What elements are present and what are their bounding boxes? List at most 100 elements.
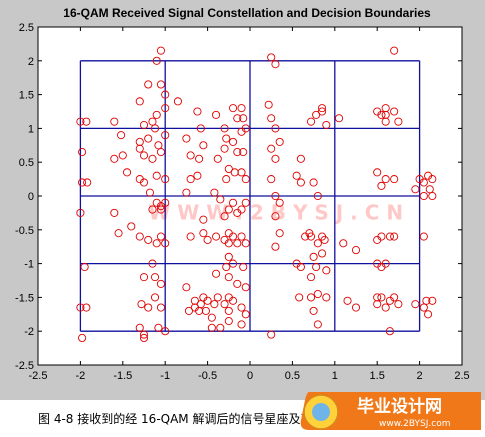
data-point [390,107,399,116]
data-point [313,289,322,299]
data-point [296,178,305,187]
data-point [150,124,160,133]
data-point [156,46,166,55]
data-point [307,117,316,126]
data-point [228,296,238,305]
data-point [296,154,305,163]
data-point [307,293,316,302]
data-point [271,154,280,163]
data-point [220,144,229,153]
y-tick-label: 0.5 [19,157,34,169]
data-point [207,313,216,322]
data-point [139,273,149,282]
data-point [135,144,144,153]
data-point [239,148,248,157]
data-point [267,144,276,153]
data-point [190,303,199,312]
data-point [127,222,136,231]
data-point [76,208,85,217]
data-point [150,273,160,282]
data-point [139,330,149,339]
y-tick-label: -1 [24,259,34,271]
data-point [228,198,238,207]
data-point [241,175,250,184]
data-point [161,131,170,140]
data-point [156,205,166,214]
data-point [199,215,208,224]
data-point [428,175,437,184]
data-point [122,168,132,177]
data-point [161,175,170,184]
data-point [322,266,331,275]
data-point [201,306,210,315]
data-point [207,323,216,332]
data-point [222,262,231,272]
data-point [148,117,157,126]
data-point [381,259,390,268]
data-point [275,198,284,207]
data-point [154,323,163,332]
data-point [381,175,390,184]
data-point [275,137,284,146]
y-tick-label: -2.5 [15,360,34,372]
logo-globe-icon [312,403,330,421]
x-tick-label: -1 [160,370,170,382]
data-point [422,296,431,305]
logo-title: 毕业设计网 [357,396,442,417]
data-point [224,273,233,282]
data-point [237,303,246,312]
data-point [139,151,149,160]
data-point [425,185,434,194]
data-point [139,333,149,343]
data-point [224,205,233,214]
data-point [267,53,276,62]
y-tick-label: 1.5 [19,90,34,102]
data-point [118,151,127,160]
data-point [156,148,166,157]
x-tick-label: 2.5 [454,370,469,382]
data-point [83,178,92,187]
data-point [173,97,182,106]
data-point [196,124,205,133]
data-point [373,300,382,309]
data-point [351,303,361,312]
data-point [385,327,394,336]
data-point [271,212,280,221]
data-point [411,300,420,309]
data-point [144,80,153,89]
data-point [241,124,250,133]
data-point [150,293,160,302]
data-point [239,114,248,123]
data-point [186,232,195,241]
logo-url: www.2BYSJ.com [379,419,450,429]
data-point [193,107,202,116]
data-point [233,114,242,123]
data-point [203,235,212,244]
data-point [212,110,221,119]
data-point [154,141,163,150]
data-point [241,198,250,207]
data-point [76,303,85,312]
data-point [78,178,87,187]
data-point [267,175,276,184]
data-point [135,323,144,332]
data-point [322,293,331,302]
data-point [271,191,280,201]
data-point [237,168,246,177]
data-point [224,252,233,261]
data-point [267,114,276,123]
data-point [339,239,348,248]
data-point [233,148,242,157]
data-point [419,191,428,201]
x-tick-label: -0.5 [198,370,217,382]
data-point [411,185,420,194]
data-point [139,120,149,130]
data-point [110,154,119,163]
x-tick-label: 0 [247,370,253,382]
data-point [419,232,428,241]
data-point [212,232,221,241]
data-point [394,117,403,126]
data-point [222,134,231,143]
data-point [343,296,352,305]
data-point [82,117,91,126]
